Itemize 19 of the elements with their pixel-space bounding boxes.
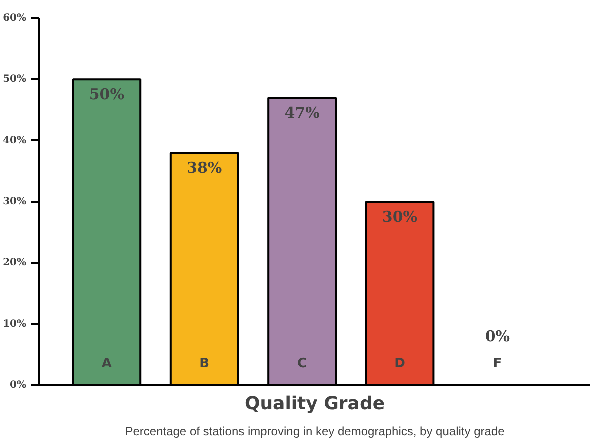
x-tick-label: F (493, 356, 502, 372)
data-label: 0% (485, 328, 510, 346)
y-tick-label: 40% (3, 135, 27, 146)
y-tick-label: 50% (3, 74, 27, 86)
y-tick-label: 30% (3, 196, 27, 208)
data-label: 50% (89, 86, 124, 104)
data-label: 38% (187, 159, 222, 178)
x-axis-title: Quality Grade (244, 394, 386, 414)
data-label: 47% (284, 104, 320, 122)
x-tick-label: D (394, 356, 406, 372)
x-tick-label: C (298, 356, 308, 372)
y-tick-label: 60% (3, 13, 27, 24)
y-tick-label: 20% (3, 258, 27, 269)
x-tick-label: B (200, 356, 210, 372)
y-tick-label: 10% (3, 318, 27, 330)
data-label: 30% (382, 208, 418, 226)
text: Percentage of stations improving in key demographics, by quality grade (125, 424, 506, 438)
x-tick-label: A (102, 356, 112, 372)
y-tick-label: 0% (10, 380, 27, 391)
